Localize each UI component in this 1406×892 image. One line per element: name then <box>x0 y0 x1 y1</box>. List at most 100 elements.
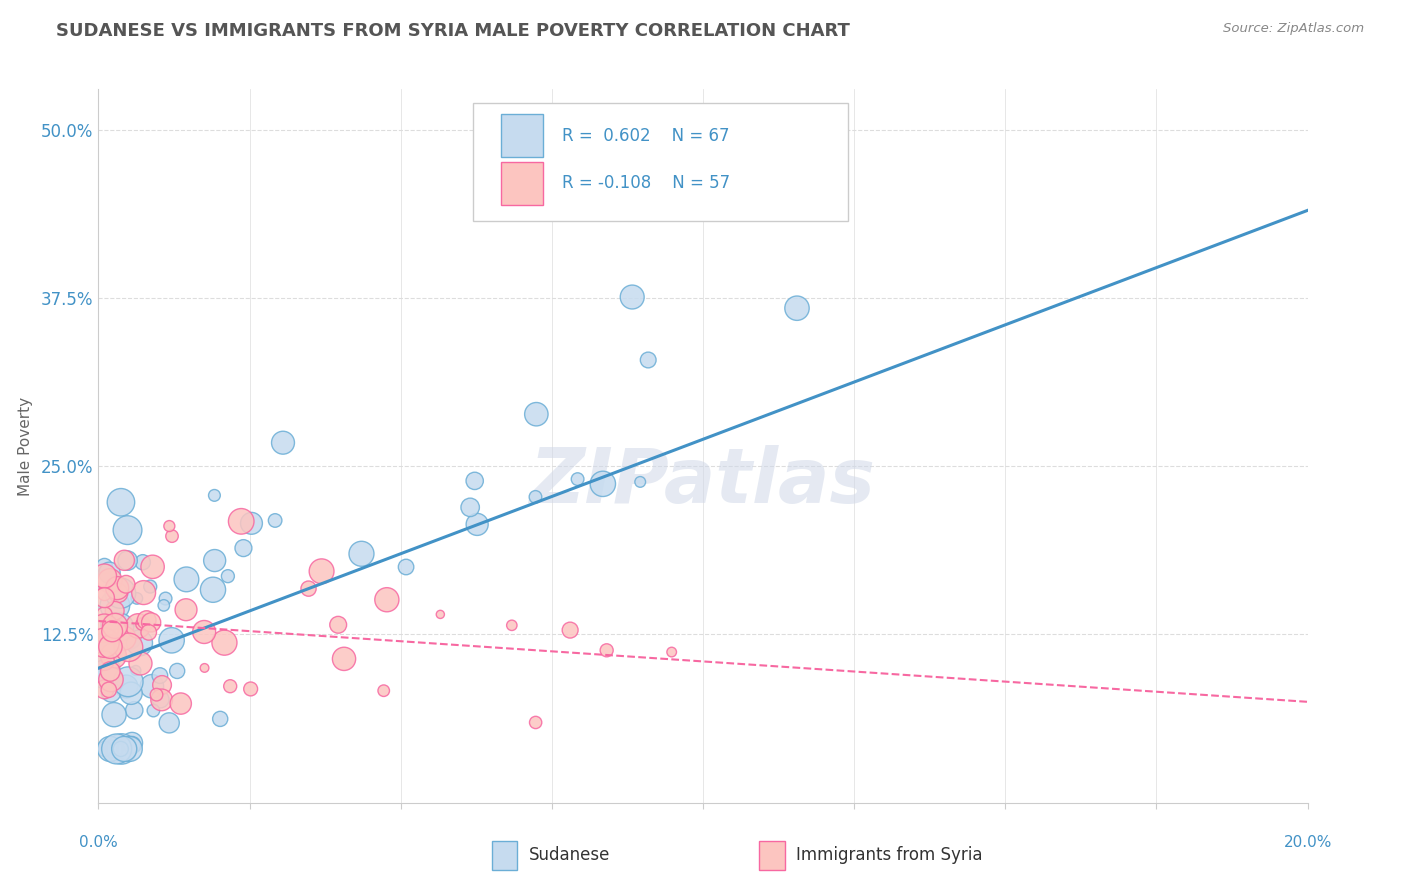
Point <box>93 569 115 583</box>
Point <box>93 586 115 600</box>
Point <box>160 529 183 543</box>
Point <box>395 560 418 574</box>
Text: 0.0%: 0.0% <box>79 835 118 850</box>
Point <box>93 607 115 622</box>
Point <box>592 476 614 491</box>
Point <box>628 475 651 489</box>
Point <box>157 519 180 533</box>
Point <box>661 645 683 659</box>
Point <box>375 592 398 607</box>
Point <box>149 668 172 682</box>
Point <box>110 742 132 756</box>
Point <box>150 693 173 707</box>
Point <box>524 490 547 504</box>
FancyBboxPatch shape <box>474 103 848 221</box>
Text: SUDANESE VS IMMIGRANTS FROM SYRIA MALE POVERTY CORRELATION CHART: SUDANESE VS IMMIGRANTS FROM SYRIA MALE P… <box>56 22 851 40</box>
Point <box>118 742 141 756</box>
Point <box>174 603 197 617</box>
Point <box>152 599 174 613</box>
Point <box>105 742 128 756</box>
Point <box>240 516 263 531</box>
Point <box>209 712 232 726</box>
Point <box>131 617 153 632</box>
Point <box>115 577 138 591</box>
Point <box>100 640 122 654</box>
Point <box>217 569 239 583</box>
Point <box>103 648 125 663</box>
Point <box>103 707 125 722</box>
Point <box>125 591 148 606</box>
Point <box>465 517 488 532</box>
Point <box>166 664 188 678</box>
Point <box>170 697 193 711</box>
Point <box>98 566 121 580</box>
Point <box>328 617 350 632</box>
Point <box>117 640 139 655</box>
Point <box>429 607 451 622</box>
Point <box>97 682 120 697</box>
Point <box>129 657 152 671</box>
Point <box>93 636 115 650</box>
Point <box>637 353 659 368</box>
Point <box>311 564 333 578</box>
Point <box>121 738 143 752</box>
Point <box>128 636 150 650</box>
Point <box>93 742 115 756</box>
Point <box>127 619 149 633</box>
Point <box>264 513 287 527</box>
Point <box>110 742 132 756</box>
Point <box>193 625 215 640</box>
Point <box>122 703 145 717</box>
Text: Immigrants from Syria: Immigrants from Syria <box>796 847 983 864</box>
Point <box>115 680 138 694</box>
Point <box>93 654 115 668</box>
Point <box>94 667 117 681</box>
Point <box>98 742 121 756</box>
Point <box>117 553 139 567</box>
Point <box>621 290 644 304</box>
Text: R =  0.602    N = 67: R = 0.602 N = 67 <box>561 127 730 145</box>
Point <box>373 683 395 698</box>
Point <box>350 547 373 561</box>
Point <box>93 559 115 574</box>
Point <box>112 742 135 756</box>
Point <box>110 495 132 509</box>
Point <box>98 574 121 588</box>
Point <box>231 514 253 528</box>
Point <box>201 582 224 597</box>
Point <box>792 161 814 176</box>
Point <box>105 623 128 637</box>
Point <box>117 523 139 537</box>
Point <box>219 679 242 693</box>
Point <box>118 630 141 644</box>
Point <box>98 665 121 679</box>
Point <box>524 715 547 730</box>
Point <box>232 541 254 555</box>
Point <box>101 624 124 639</box>
Point <box>112 553 135 567</box>
Point <box>132 585 155 599</box>
Text: 20.0%: 20.0% <box>1284 835 1331 850</box>
Point <box>464 474 486 488</box>
Text: Source: ZipAtlas.com: Source: ZipAtlas.com <box>1223 22 1364 36</box>
Point <box>786 301 808 316</box>
Text: ZIPatlas: ZIPatlas <box>530 445 876 518</box>
Point <box>97 617 120 632</box>
Point <box>160 633 183 648</box>
Point <box>121 736 143 750</box>
Point <box>560 623 582 637</box>
Point <box>524 407 547 421</box>
Point <box>107 586 129 600</box>
Point <box>93 591 115 605</box>
Point <box>141 679 163 693</box>
Point <box>567 472 589 486</box>
Point <box>93 682 115 697</box>
Point <box>149 692 172 706</box>
Point <box>139 580 162 594</box>
Point <box>204 488 226 502</box>
Point <box>214 635 236 649</box>
Point <box>100 685 122 699</box>
Point <box>108 620 131 634</box>
Point <box>104 619 127 633</box>
Point <box>333 652 356 666</box>
